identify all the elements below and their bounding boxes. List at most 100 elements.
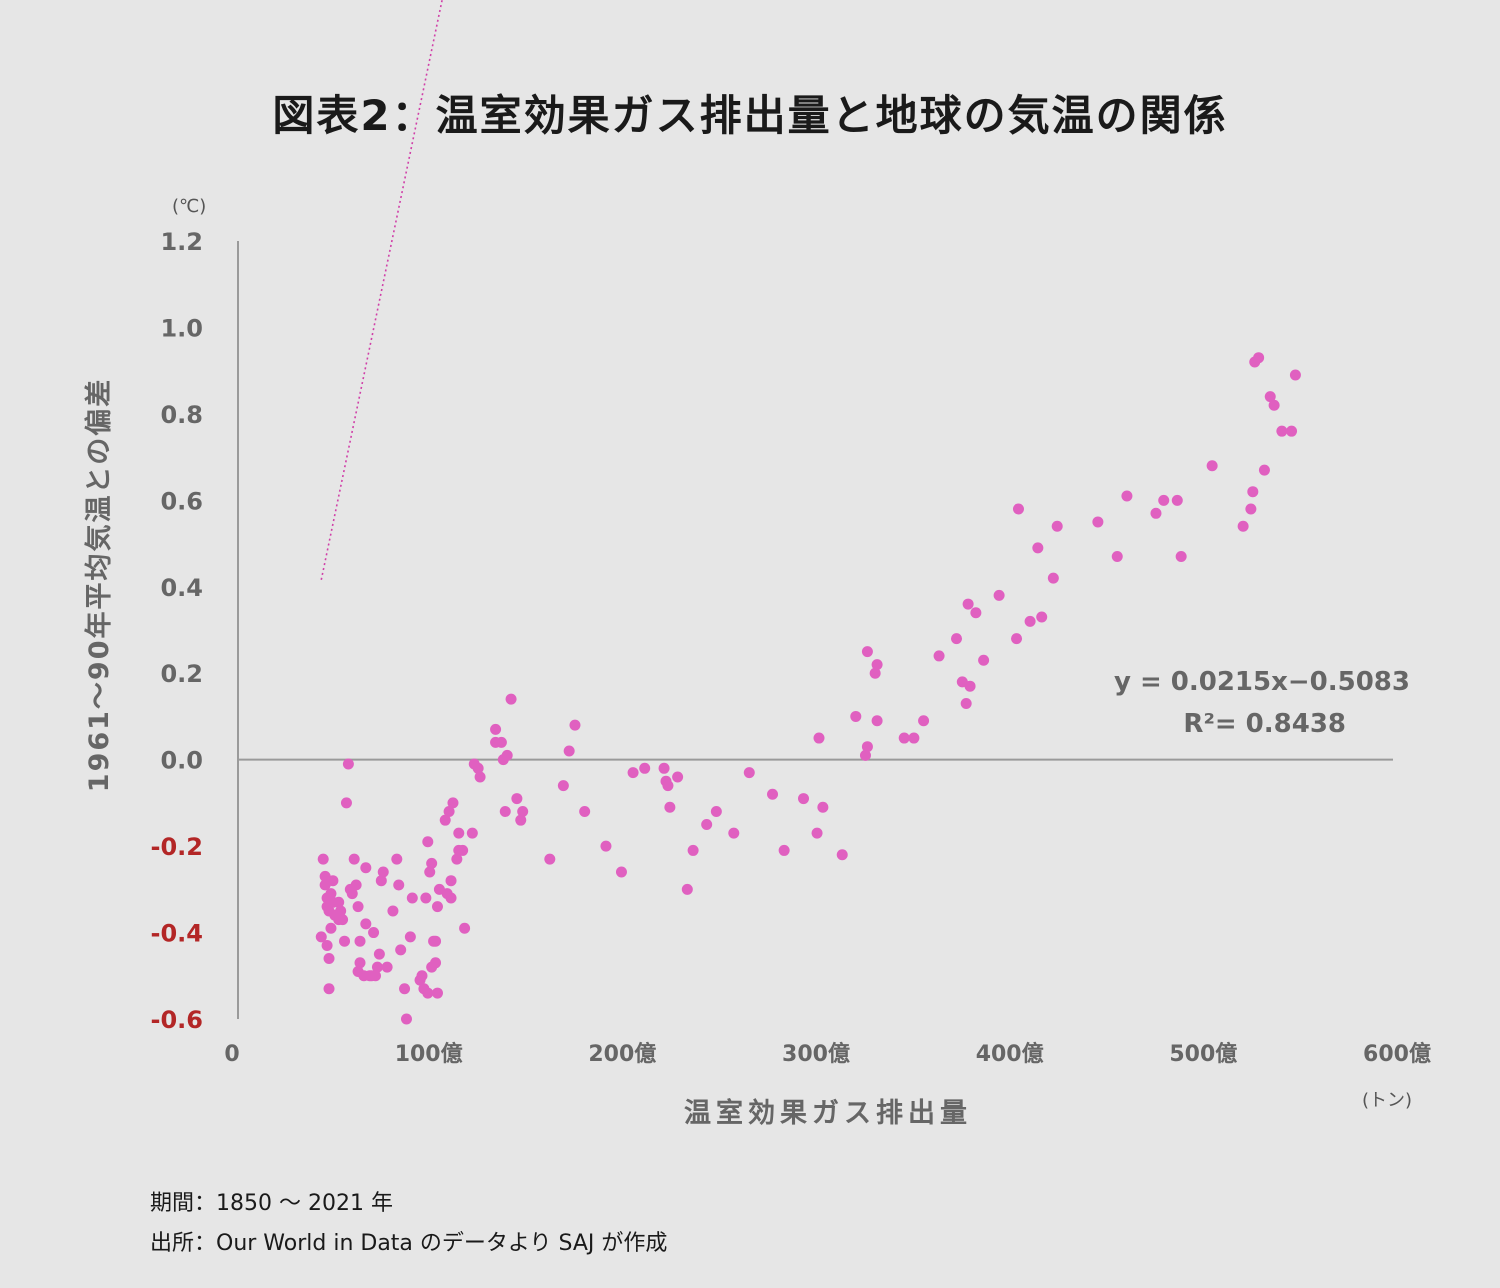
data-point xyxy=(1092,516,1104,528)
data-point xyxy=(352,901,364,913)
data-point xyxy=(1206,460,1218,472)
data-point xyxy=(505,693,517,705)
data-point xyxy=(439,814,451,826)
y-tick-label: 1.0 xyxy=(160,314,203,342)
data-point xyxy=(681,883,693,895)
data-point xyxy=(495,736,507,748)
data-point xyxy=(1121,490,1133,502)
data-point xyxy=(350,879,362,891)
data-point xyxy=(371,961,383,973)
data-point xyxy=(563,745,575,757)
data-point xyxy=(1111,551,1123,563)
data-point xyxy=(778,844,790,856)
data-point xyxy=(466,827,478,839)
y-unit-label: (℃) xyxy=(172,196,206,217)
data-point xyxy=(360,918,372,930)
data-point xyxy=(1024,615,1036,627)
data-point xyxy=(517,806,529,818)
x-unit-label: (トン) xyxy=(1362,1090,1412,1111)
data-point xyxy=(1032,542,1044,554)
data-point xyxy=(342,758,354,770)
data-point xyxy=(399,983,411,995)
x-axis-ticks: 0 100億 200億 300億 400億 500億 600億 xyxy=(224,1041,1431,1067)
data-point xyxy=(569,719,581,731)
data-point xyxy=(431,987,443,999)
x-tick-label: 600億 xyxy=(1363,1041,1431,1067)
y-tick-label: 1.2 xyxy=(160,228,203,256)
data-point xyxy=(335,905,347,917)
data-point xyxy=(400,1013,412,1025)
data-point xyxy=(451,853,463,865)
data-point xyxy=(1268,399,1280,411)
data-point xyxy=(1171,494,1183,506)
y-tick-label: -0.2 xyxy=(151,833,203,861)
data-point xyxy=(391,853,403,865)
data-point xyxy=(346,888,358,900)
y-axis-label: 1961〜90年平均気温との偏差 xyxy=(83,378,115,792)
data-point xyxy=(579,806,591,818)
data-point xyxy=(472,762,484,774)
data-point xyxy=(333,896,345,908)
data-point xyxy=(360,862,372,874)
data-point xyxy=(474,771,486,783)
data-point xyxy=(798,793,810,805)
data-point xyxy=(544,853,556,865)
data-point xyxy=(701,819,713,830)
trendline xyxy=(320,0,443,580)
data-point xyxy=(639,762,651,774)
data-point xyxy=(373,948,385,960)
data-point xyxy=(404,931,416,943)
data-point xyxy=(933,650,945,662)
data-point xyxy=(1253,352,1265,364)
data-point xyxy=(871,659,883,671)
data-point xyxy=(445,892,457,904)
data-point xyxy=(424,866,436,878)
data-point xyxy=(813,732,825,744)
data-point xyxy=(600,840,612,852)
data-point xyxy=(339,935,351,947)
data-point xyxy=(1289,369,1301,381)
data-point xyxy=(393,879,405,891)
footer: 期間：1850 〜 2021 年 出所：Our World in Data のデ… xyxy=(150,1184,667,1264)
data-point xyxy=(627,767,639,779)
data-point xyxy=(395,944,407,956)
data-point xyxy=(457,844,469,856)
data-point xyxy=(337,914,349,926)
data-point xyxy=(993,589,1005,601)
data-point xyxy=(515,814,527,826)
data-point xyxy=(368,927,380,939)
data-point xyxy=(325,888,337,900)
data-point xyxy=(1264,391,1276,403)
y-tick-label: -0.6 xyxy=(151,1006,203,1034)
data-point xyxy=(490,723,502,735)
data-point xyxy=(964,680,976,692)
y-tick-label: 0.4 xyxy=(160,574,203,602)
y-tick-label: -0.4 xyxy=(151,920,203,948)
data-point xyxy=(811,827,823,839)
y-tick-label: 0.6 xyxy=(160,487,203,515)
data-point xyxy=(321,940,333,952)
data-point xyxy=(499,806,511,818)
data-point xyxy=(420,892,432,904)
data-point xyxy=(1245,503,1257,515)
data-point xyxy=(687,844,699,856)
data-point xyxy=(658,762,670,774)
data-point xyxy=(445,875,457,887)
y-tick-label: 0.0 xyxy=(160,747,203,775)
data-point xyxy=(426,857,438,869)
data-point xyxy=(918,715,930,727)
data-point xyxy=(970,607,982,619)
data-point xyxy=(511,793,523,805)
data-point xyxy=(767,788,779,800)
data-point xyxy=(317,853,329,865)
data-point xyxy=(430,957,442,969)
x-axis-label: 温室効果ガス排出量 xyxy=(684,1097,972,1129)
data-point xyxy=(743,767,755,779)
data-point xyxy=(354,957,366,969)
data-point xyxy=(430,935,442,947)
data-point xyxy=(422,987,434,999)
data-point xyxy=(1247,486,1259,498)
data-point xyxy=(662,780,674,792)
data-point xyxy=(431,901,443,913)
